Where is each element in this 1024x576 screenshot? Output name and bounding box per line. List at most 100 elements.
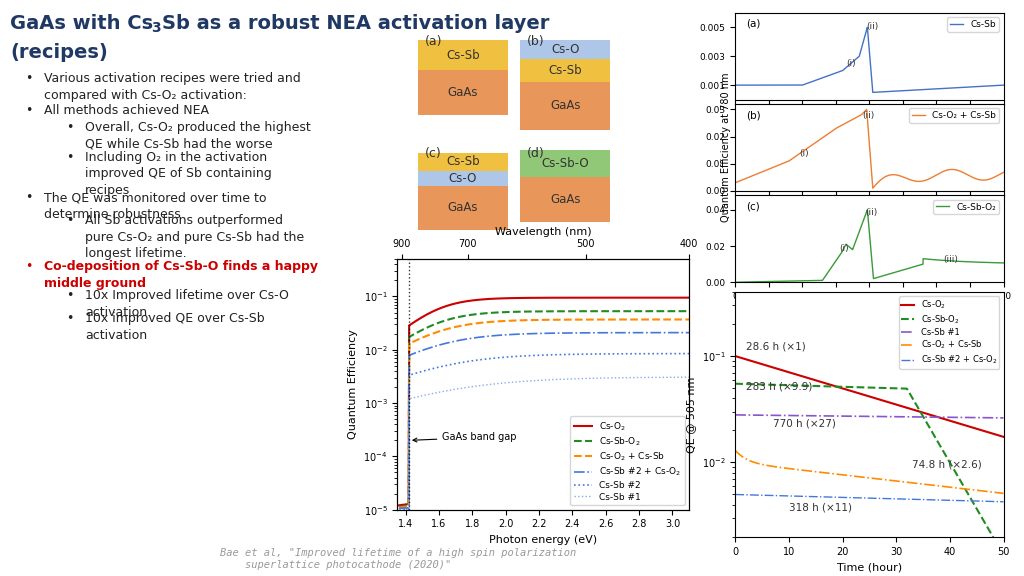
Line: Cs-Sb #2 + Cs-O$_2$: Cs-Sb #2 + Cs-O$_2$ bbox=[735, 495, 1004, 502]
Cs-Sb #2 bbox=[444, 361, 457, 368]
Cs-Sb #2 bbox=[524, 352, 537, 359]
Text: (i): (i) bbox=[840, 244, 849, 253]
Text: (recipes): (recipes) bbox=[10, 43, 108, 62]
Cs-Sb #1 bbox=[564, 376, 577, 382]
Cs-Sb #1 bbox=[587, 375, 599, 382]
Line: Cs-Sb #1: Cs-Sb #1 bbox=[399, 377, 689, 510]
Cs-O$_2$ bbox=[874, 396, 887, 403]
Cs-Sb #2 + Cs-O$_2$ bbox=[683, 329, 695, 336]
Cs-Sb-O$_2$ bbox=[611, 308, 624, 314]
Cs-O$_2$ + Cs-Sb bbox=[467, 320, 479, 327]
Cs-Sb-O$_2$ bbox=[444, 316, 457, 323]
X-axis label: Time (min): Time (min) bbox=[843, 306, 896, 317]
Text: (iii): (iii) bbox=[943, 255, 958, 264]
Text: Various activation recipes were tried and
compared with Cs-O₂ activation:: Various activation recipes were tried an… bbox=[44, 72, 301, 101]
Text: Bae et al, "Improved lifetime of a high spin polarization
    superlattice photo: Bae et al, "Improved lifetime of a high … bbox=[220, 548, 577, 570]
Cs-Sb #2 bbox=[467, 357, 479, 364]
Bar bbox=[520, 177, 610, 222]
Cs-Sb #2 + Cs-O$_2$ bbox=[856, 494, 868, 501]
Y-axis label: QE @ 505 nm: QE @ 505 nm bbox=[686, 376, 696, 453]
Cs-Sb-O$_2$ bbox=[889, 385, 901, 392]
Text: •: • bbox=[26, 191, 33, 204]
Cs-Sb #2 bbox=[564, 351, 577, 358]
Bar bbox=[418, 40, 508, 70]
Line: Cs-O$_2$: Cs-O$_2$ bbox=[735, 356, 1004, 437]
Cs-O$_2$ bbox=[564, 294, 577, 301]
Cs-Sb-O$_2$ bbox=[858, 384, 870, 391]
X-axis label: Photon energy (eV): Photon energy (eV) bbox=[489, 535, 597, 545]
Text: •: • bbox=[67, 312, 74, 325]
Cs-Sb #1 bbox=[393, 506, 406, 513]
Text: Cs-Sb: Cs-Sb bbox=[446, 155, 479, 168]
Cs-Sb-O$_2$ bbox=[856, 384, 868, 391]
Line: Cs-Sb #1: Cs-Sb #1 bbox=[735, 415, 1004, 418]
Cs-O$_2$ bbox=[444, 301, 457, 308]
Text: Cs-Sb-O: Cs-Sb-O bbox=[542, 157, 589, 170]
Bar bbox=[520, 82, 610, 130]
Cs-O$_2$ + Cs-Sb bbox=[564, 316, 577, 323]
Cs-O$_2$ bbox=[683, 294, 695, 301]
Text: •: • bbox=[26, 260, 33, 274]
X-axis label: Time (hour): Time (hour) bbox=[837, 562, 902, 572]
Text: All Sb activations outperformed
pure Cs-O₂ and pure Cs-Sb had the
longest lifeti: All Sb activations outperformed pure Cs-… bbox=[85, 214, 304, 260]
Text: GaAs band gap: GaAs band gap bbox=[413, 433, 517, 442]
Text: GaAs: GaAs bbox=[550, 193, 581, 206]
Line: Cs-O$_2$: Cs-O$_2$ bbox=[399, 298, 689, 505]
Line: Cs-O$_2$ + Cs-Sb: Cs-O$_2$ + Cs-Sb bbox=[735, 450, 1004, 494]
Cs-Sb #1 bbox=[858, 413, 870, 420]
Text: Cs-Sb: Cs-Sb bbox=[446, 49, 479, 62]
Text: (b): (b) bbox=[527, 35, 545, 48]
Cs-Sb #1 bbox=[729, 411, 741, 418]
Cs-Sb-O$_2$ bbox=[997, 551, 1010, 558]
Cs-Sb #2 + Cs-O$_2$ bbox=[949, 497, 962, 504]
Cs-Sb-O$_2$ bbox=[683, 308, 695, 314]
Legend: Cs-O$_2$, Cs-Sb-O$_2$, Cs-Sb #1, Cs-O$_2$ + Cs-Sb, Cs-Sb #2 + Cs-O$_2$: Cs-O$_2$, Cs-Sb-O$_2$, Cs-Sb #1, Cs-O$_2… bbox=[899, 296, 999, 369]
Bar bbox=[520, 150, 610, 177]
Cs-O$_2$ bbox=[856, 391, 868, 398]
Cs-Sb-O$_2$ bbox=[564, 308, 577, 314]
Text: (ii): (ii) bbox=[866, 22, 879, 31]
Text: •: • bbox=[67, 214, 74, 228]
Text: 3: 3 bbox=[152, 21, 161, 35]
Cs-Sb #1 bbox=[683, 374, 695, 381]
Bar bbox=[418, 70, 508, 115]
Bar bbox=[520, 59, 610, 82]
Cs-Sb #2 bbox=[611, 350, 624, 357]
Cs-O$_2$ bbox=[467, 297, 479, 304]
Legend: Cs-Sb: Cs-Sb bbox=[947, 17, 999, 32]
Text: (c): (c) bbox=[745, 202, 760, 211]
Text: GaAs: GaAs bbox=[447, 86, 478, 99]
Text: 74.8 h (×2.6): 74.8 h (×2.6) bbox=[912, 459, 982, 469]
Cs-O$_2$ bbox=[997, 433, 1010, 440]
Line: Cs-Sb-O$_2$: Cs-Sb-O$_2$ bbox=[735, 384, 1004, 555]
Text: GaAs: GaAs bbox=[550, 99, 581, 112]
Text: GaAs: GaAs bbox=[447, 202, 478, 214]
Cs-O$_2$ + Cs-Sb bbox=[949, 484, 962, 491]
Cs-Sb #1 bbox=[991, 414, 1004, 421]
Text: (ii): (ii) bbox=[862, 111, 874, 120]
Legend: Cs-O₂ + Cs-Sb: Cs-O₂ + Cs-Sb bbox=[909, 108, 999, 123]
Cs-Sb-O$_2$ bbox=[524, 308, 537, 315]
Text: 10x improved QE over Cs-Sb
activation: 10x improved QE over Cs-Sb activation bbox=[85, 312, 264, 342]
Cs-O$_2$ + Cs-Sb bbox=[444, 325, 457, 332]
Cs-O$_2$ bbox=[611, 294, 624, 301]
Cs-O$_2$ + Cs-Sb bbox=[997, 490, 1010, 497]
Text: (d): (d) bbox=[527, 147, 545, 160]
Cs-Sb #2 bbox=[683, 350, 695, 357]
Cs-O$_2$ + Cs-Sb bbox=[889, 478, 901, 484]
Text: •: • bbox=[67, 151, 74, 164]
Cs-Sb-O$_2$ bbox=[874, 384, 887, 391]
Text: (i): (i) bbox=[846, 59, 855, 69]
Text: Quantum Efficiency at 780 nm: Quantum Efficiency at 780 nm bbox=[721, 72, 731, 222]
Text: •: • bbox=[26, 104, 33, 117]
Cs-Sb #1 bbox=[949, 414, 962, 421]
Text: 770 h (×27): 770 h (×27) bbox=[773, 418, 836, 428]
Bar bbox=[418, 170, 508, 185]
Text: The QE was monitored over time to
determine robustness: The QE was monitored over time to determ… bbox=[44, 191, 266, 221]
Cs-Sb #1 bbox=[874, 413, 887, 420]
Text: Cs-O: Cs-O bbox=[449, 172, 477, 184]
Cs-Sb #2 + Cs-O$_2$ bbox=[524, 330, 537, 337]
Cs-Sb #2 bbox=[587, 351, 599, 358]
Text: •: • bbox=[67, 121, 74, 134]
Cs-Sb-O$_2$ bbox=[991, 540, 1004, 547]
